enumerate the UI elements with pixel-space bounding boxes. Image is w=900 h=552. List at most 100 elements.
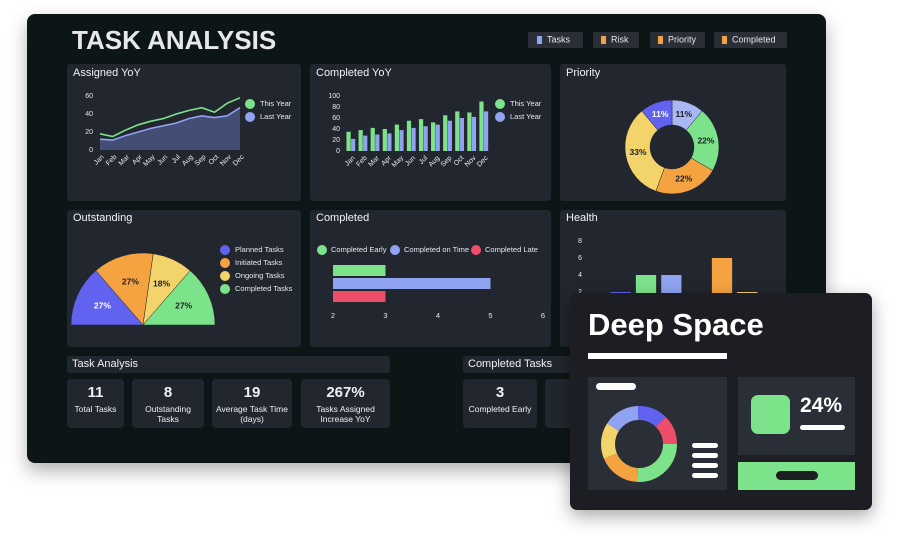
legend-marker (495, 112, 505, 122)
kpi-label: Completed Early (468, 404, 532, 414)
legend-label: Last Year (510, 112, 542, 121)
tab-icon (537, 36, 542, 44)
bar (447, 120, 452, 151)
bar (483, 111, 489, 151)
slice (624, 110, 665, 192)
tab[interactable] (714, 32, 787, 48)
bar (333, 291, 386, 302)
bar (351, 138, 356, 151)
tab-label[interactable]: Risk (611, 34, 629, 44)
legend-label: Completed Early (331, 245, 387, 254)
y-tick-label: 40 (85, 111, 93, 118)
bar (387, 133, 392, 151)
legend-marker (471, 245, 481, 255)
data-label: 22% (675, 174, 692, 184)
bar (399, 130, 404, 151)
slice (641, 99, 673, 131)
line-decor (692, 443, 718, 448)
pill-decor (776, 471, 818, 480)
tab-label[interactable]: Priority (668, 34, 697, 44)
section-header: Completed Tasks (463, 356, 598, 373)
donut-decor (601, 406, 677, 482)
y-tick-label: 0 (336, 148, 340, 155)
bar (382, 129, 387, 151)
kpi-card: 19 Average Task Time (days) (212, 379, 292, 428)
x-tick-label: 3 (383, 311, 387, 320)
page-title: TASK ANALYSIS (72, 25, 276, 55)
bar (370, 127, 375, 151)
slice (95, 252, 154, 326)
panel-title: Assigned YoY (73, 67, 142, 79)
y-tick-label: 100 (328, 93, 340, 100)
y-tick-label: 20 (85, 129, 93, 136)
kpi-value: 3 (495, 384, 505, 401)
kpi-card: 8 Outstanding Tasks (132, 379, 204, 428)
y-tick-label: 40 (332, 126, 340, 133)
data-label: 11% (676, 109, 693, 119)
legend-marker (220, 284, 230, 294)
x-tick-label: Jul (171, 153, 183, 165)
bar (471, 116, 477, 151)
bar (363, 135, 368, 151)
legend-marker (245, 99, 255, 109)
y-tick-label: 80 (332, 104, 340, 111)
legend-marker (245, 112, 255, 122)
x-tick-label: 6 (541, 311, 545, 320)
legend-label: Completed Late (485, 245, 538, 254)
panel-title: Completed (316, 212, 369, 224)
bar (455, 111, 460, 151)
tab-icon (658, 36, 663, 44)
kpi-value: 267% (326, 384, 365, 401)
legend-marker (220, 258, 230, 268)
x-tick-label: 4 (436, 311, 440, 320)
legend-label: This Year (510, 99, 542, 108)
panel (560, 64, 786, 201)
bar (435, 124, 440, 151)
square-decor (751, 395, 790, 434)
data-label: 27% (175, 301, 192, 311)
bar (459, 118, 465, 151)
data-label: 22% (697, 135, 714, 145)
bar (346, 131, 351, 151)
kpi-label: Outstanding Tasks (145, 404, 191, 424)
y-tick-label: 60 (332, 115, 340, 122)
data-label: 27% (122, 276, 139, 286)
bar (411, 127, 416, 151)
kpi-card: 267% Tasks Assigned Increase YoY (301, 379, 390, 428)
slice (70, 270, 144, 326)
bar (333, 265, 386, 276)
kpi-value: 19 (243, 384, 261, 401)
data-label: 11% (652, 109, 669, 119)
y-tick-label: 20 (332, 137, 340, 144)
panel (310, 64, 551, 201)
tab-label[interactable]: Completed (732, 34, 776, 44)
y-tick-label: 60 (85, 93, 93, 100)
bar-decor (800, 425, 845, 430)
y-tick-label: 0 (89, 147, 93, 154)
kpi-label: Total Tasks (74, 404, 117, 414)
tab-label[interactable]: Tasks (547, 34, 571, 44)
panel-title: Outstanding (73, 212, 132, 224)
line (99, 107, 241, 141)
tab[interactable] (650, 32, 705, 48)
overlay-graphics (588, 353, 855, 490)
kpi-value: 11 (87, 384, 104, 401)
tab-icon (601, 36, 606, 44)
bar (358, 130, 363, 151)
bar (375, 134, 380, 151)
overlay-title: Deep Space (588, 307, 764, 342)
data-label: 27% (94, 301, 111, 311)
panel-title: Priority (566, 67, 601, 79)
legend-label: Ongoing Tasks (235, 271, 285, 280)
bar-decor (588, 353, 727, 359)
legend-label: Planned Tasks (235, 245, 284, 254)
kpi-label: Average Task Time (days) (216, 404, 288, 424)
x-tick-label: 2 (331, 311, 335, 320)
overlay-value: 24% (800, 394, 843, 417)
line-decor (692, 473, 718, 478)
bar-decor (596, 383, 636, 390)
legend-label: Completed on Time (404, 245, 469, 254)
kpi-card: 11 Total Tasks (67, 379, 124, 428)
y-tick-label: 6 (578, 255, 582, 262)
overlay-card: Deep Space 24% (570, 293, 872, 510)
